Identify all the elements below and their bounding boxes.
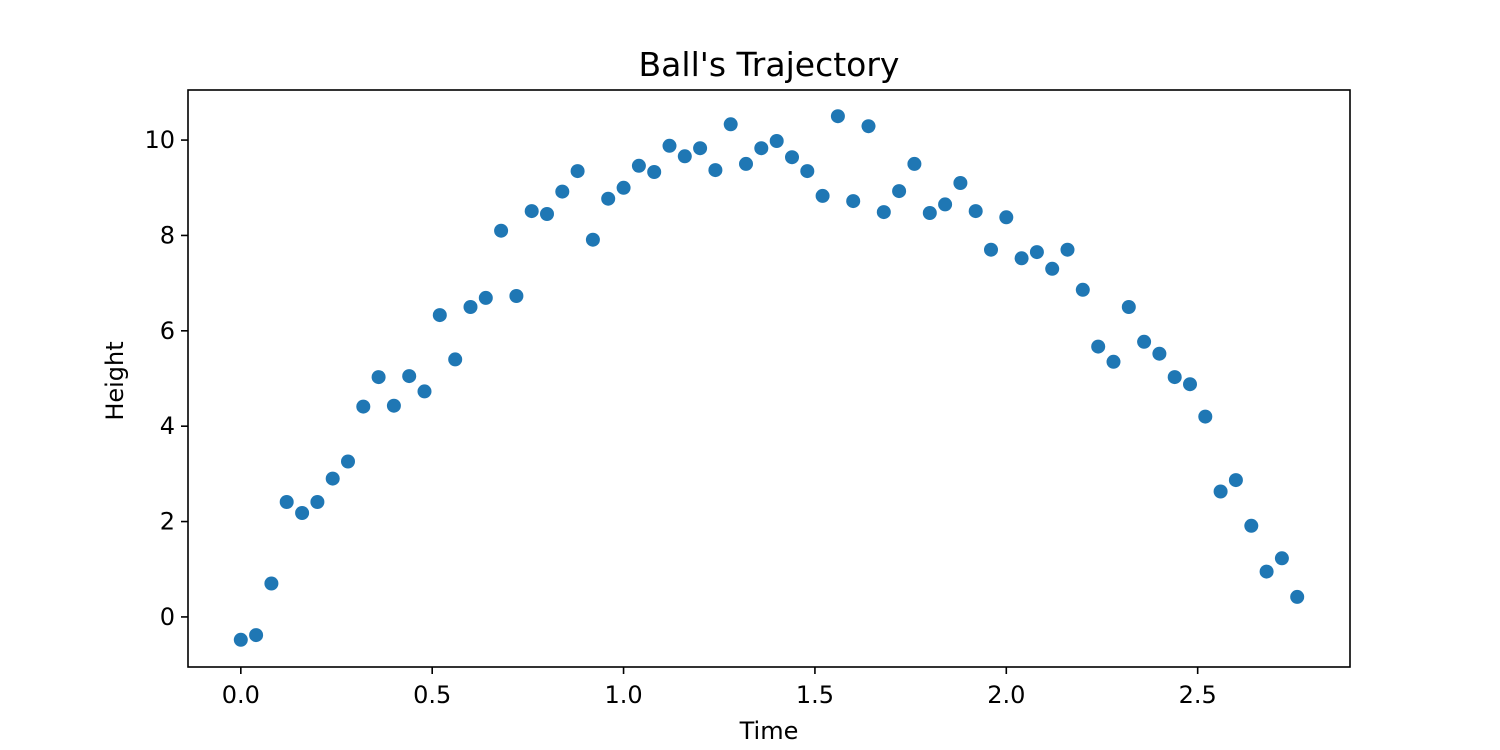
x-tick-label: 1.0 — [604, 681, 642, 709]
data-point — [999, 210, 1014, 225]
chart-title: Ball's Trajectory — [639, 45, 900, 84]
data-point — [754, 141, 769, 156]
data-point — [341, 454, 355, 469]
data-point — [1060, 242, 1075, 257]
data-point — [1274, 551, 1289, 566]
x-tick-label: 0.0 — [222, 681, 260, 709]
data-point — [968, 204, 983, 219]
data-point — [938, 197, 953, 212]
data-point — [386, 398, 401, 413]
data-point — [892, 184, 907, 199]
data-point — [432, 308, 447, 323]
data-point — [1183, 377, 1197, 392]
data-point — [677, 149, 692, 164]
data-point — [295, 506, 310, 520]
data-point — [279, 495, 294, 509]
data-point — [739, 156, 753, 171]
data-point — [1213, 484, 1228, 499]
plot-frame — [187, 89, 1351, 668]
data-point — [1075, 282, 1090, 297]
data-point — [800, 164, 815, 179]
x-tick-label: 2.0 — [987, 681, 1025, 709]
y-tick-label: 6 — [160, 317, 175, 345]
data-point — [830, 109, 845, 124]
data-point — [601, 191, 616, 206]
data-point — [310, 495, 325, 509]
data-point — [723, 117, 738, 132]
data-point — [708, 163, 723, 178]
data-point — [540, 207, 554, 221]
x-tick-label: 2.5 — [1179, 681, 1217, 709]
data-point — [494, 223, 509, 238]
data-point — [693, 141, 708, 156]
data-point — [616, 180, 631, 195]
data-point — [570, 164, 585, 179]
data-point — [356, 399, 371, 414]
data-points — [233, 109, 1305, 647]
data-point — [846, 194, 861, 209]
data-point — [922, 206, 937, 220]
data-point — [984, 242, 998, 257]
data-point — [1137, 334, 1152, 349]
data-point — [478, 290, 493, 305]
data-point — [861, 119, 876, 134]
y-tick-label: 8 — [160, 221, 175, 249]
data-point — [1121, 300, 1136, 314]
y-tick-label: 2 — [160, 508, 175, 536]
data-point — [1290, 589, 1305, 604]
data-point — [524, 204, 539, 219]
data-point — [647, 165, 662, 179]
y-axis-label: Height — [101, 341, 129, 420]
data-point — [1167, 370, 1182, 385]
data-point — [953, 176, 968, 190]
data-point — [631, 158, 646, 173]
x-tick-label: 1.5 — [796, 681, 834, 709]
data-point — [555, 184, 570, 199]
data-point — [1244, 518, 1259, 533]
data-point — [402, 369, 417, 384]
data-point — [1091, 339, 1106, 354]
data-point — [1045, 261, 1060, 276]
data-point — [448, 352, 463, 367]
x-axis-label: Time — [739, 717, 799, 745]
y-tick-label: 4 — [160, 412, 175, 440]
data-point — [769, 134, 784, 148]
data-point — [1198, 409, 1213, 424]
data-point — [371, 370, 386, 385]
data-point — [249, 628, 264, 643]
data-point — [876, 205, 891, 220]
data-point — [509, 289, 524, 303]
data-point — [417, 384, 432, 399]
y-axis-ticks: 0 2 4 6 8 10 — [144, 126, 188, 631]
y-tick-label: 10 — [144, 126, 175, 154]
data-point — [325, 471, 340, 486]
data-point — [463, 300, 478, 314]
data-point — [1106, 354, 1121, 369]
data-point — [1152, 346, 1167, 361]
data-point — [233, 632, 248, 647]
data-point — [907, 156, 922, 171]
data-point — [785, 150, 799, 165]
y-tick-label: 0 — [160, 603, 175, 631]
data-point — [1014, 251, 1029, 266]
data-point — [662, 138, 677, 153]
x-tick-label: 0.5 — [413, 681, 451, 709]
data-point — [1228, 473, 1243, 488]
data-point — [1259, 564, 1274, 579]
x-axis-ticks: 0.0 0.5 1.0 1.5 2.0 2.5 — [222, 667, 1217, 709]
data-point — [1029, 245, 1044, 260]
data-point — [264, 576, 279, 591]
data-point — [815, 188, 830, 203]
data-point — [585, 232, 600, 247]
